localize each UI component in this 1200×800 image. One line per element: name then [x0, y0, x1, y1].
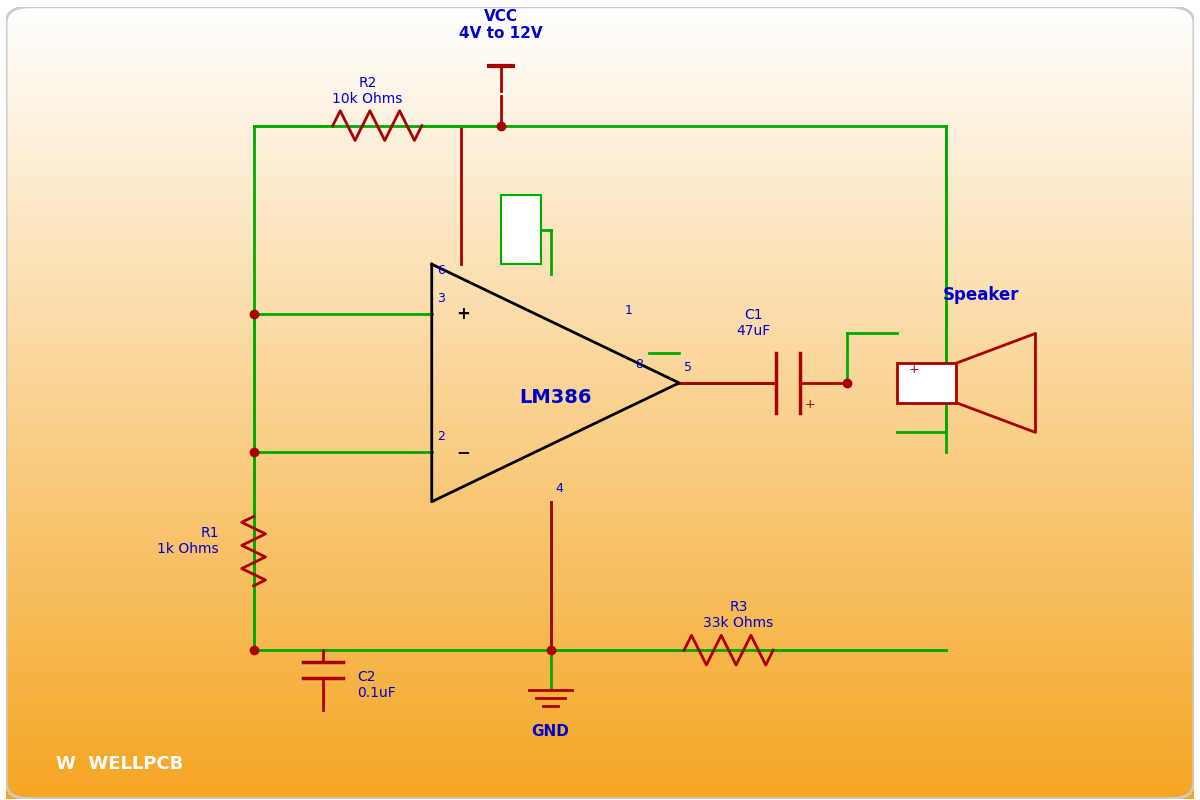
Text: GND: GND — [532, 724, 570, 739]
Text: +: + — [456, 305, 470, 322]
Text: 4: 4 — [556, 482, 563, 494]
Text: 5: 5 — [684, 361, 692, 374]
Text: 3: 3 — [437, 292, 444, 305]
Bar — [502, 195, 541, 264]
Text: W  WELLPCB: W WELLPCB — [55, 755, 182, 773]
Text: −: − — [456, 443, 470, 461]
Text: R3
33k Ohms: R3 33k Ohms — [703, 600, 774, 630]
Text: 2: 2 — [437, 430, 444, 443]
Text: 6: 6 — [437, 264, 444, 277]
Bar — [896, 363, 956, 402]
Text: Speaker: Speaker — [943, 286, 1019, 304]
Text: LM386: LM386 — [520, 388, 592, 407]
Text: R1
1k Ohms: R1 1k Ohms — [157, 526, 218, 556]
Text: −: − — [908, 398, 919, 410]
Text: C2
0.1uF: C2 0.1uF — [358, 670, 396, 700]
Text: 1: 1 — [625, 304, 632, 317]
Text: +: + — [805, 398, 816, 410]
Text: VCC
4V to 12V: VCC 4V to 12V — [460, 9, 542, 42]
Text: R2
10k Ohms: R2 10k Ohms — [332, 76, 403, 106]
Text: 8: 8 — [635, 358, 643, 371]
Text: C1
47uF: C1 47uF — [737, 308, 770, 338]
Text: +: + — [908, 363, 919, 376]
